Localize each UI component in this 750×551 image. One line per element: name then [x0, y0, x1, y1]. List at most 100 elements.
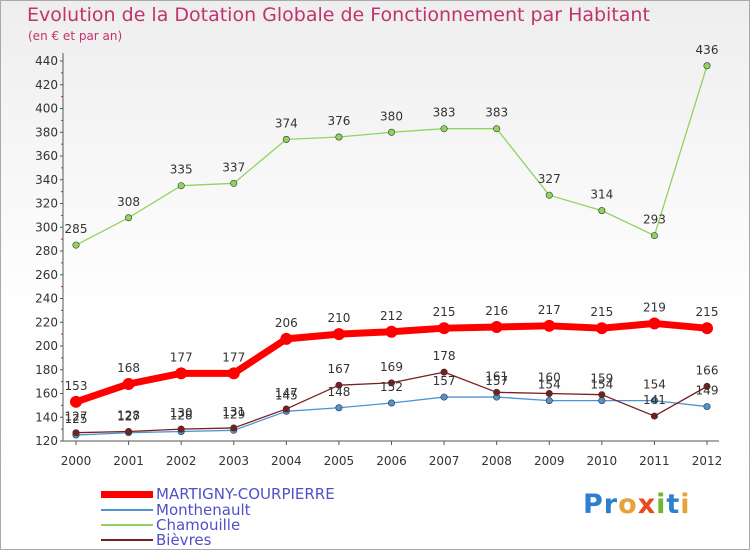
y-tick-label: 200 [35, 339, 58, 353]
x-tick-label: 2006 [376, 454, 407, 468]
chart-subtitle: (en € et par an) [28, 29, 123, 43]
data-label: 141 [643, 393, 666, 407]
data-point [545, 191, 553, 199]
data-label: 168 [117, 361, 140, 375]
y-tick-label: 420 [35, 78, 58, 92]
y-tick-label: 220 [35, 315, 58, 329]
data-point [387, 128, 395, 136]
y-tick-label: 440 [35, 54, 58, 68]
x-tick-label: 2007 [429, 454, 460, 468]
data-label: 376 [327, 114, 350, 128]
data-label: 147 [275, 386, 298, 400]
data-point [650, 232, 658, 240]
data-label: 153 [65, 379, 88, 393]
data-label: 327 [538, 172, 561, 186]
data-point [701, 322, 713, 335]
x-tick-label: 2012 [692, 454, 723, 468]
data-label: 157 [485, 374, 508, 388]
data-point [282, 135, 290, 143]
x-tick-label: 2010 [587, 454, 618, 468]
data-point [177, 182, 185, 190]
data-label: 167 [327, 362, 350, 376]
data-point [125, 427, 133, 435]
data-label: 127 [117, 410, 140, 424]
data-point [230, 424, 238, 432]
data-point [387, 379, 395, 387]
data-label: 129 [222, 407, 245, 421]
x-tick-label: 2009 [534, 454, 565, 468]
data-point [648, 317, 661, 330]
y-tick-label: 260 [35, 268, 58, 282]
data-label: 383 [433, 106, 456, 120]
data-label: 436 [696, 43, 719, 57]
data-label: 166 [696, 363, 719, 377]
legend-swatch [101, 524, 153, 526]
x-tick-label: 2003 [218, 454, 249, 468]
data-label: 293 [643, 213, 666, 227]
logo-letter: o [618, 489, 638, 520]
legend-label: MARTIGNY-COURPIERRE [156, 485, 335, 503]
data-label: 127 [65, 410, 88, 424]
data-label: 219 [643, 300, 666, 314]
data-label: 215 [590, 305, 613, 319]
data-point [335, 381, 343, 389]
data-point [177, 425, 185, 433]
data-point [280, 332, 293, 345]
y-tick-label: 160 [35, 387, 58, 401]
data-point [70, 395, 82, 408]
logo-letter: i [680, 489, 691, 520]
data-label: 148 [327, 385, 350, 399]
data-label: 314 [590, 188, 613, 202]
data-label: 178 [433, 349, 456, 363]
data-label: 149 [696, 384, 719, 398]
data-label: 217 [538, 303, 561, 317]
y-tick-label: 340 [35, 173, 58, 187]
data-point [650, 412, 658, 420]
data-label: 169 [380, 360, 403, 374]
data-point [230, 179, 238, 187]
data-label: 128 [170, 409, 193, 423]
data-point [490, 321, 503, 333]
data-label: 285 [65, 222, 88, 236]
data-label: 160 [538, 371, 561, 385]
data-label: 154 [538, 378, 561, 392]
data-label: 128 [117, 409, 140, 423]
y-tick-label: 140 [35, 410, 58, 424]
y-tick-label: 320 [35, 197, 58, 211]
data-point [440, 393, 448, 401]
data-point [387, 399, 395, 407]
legend-swatch [101, 539, 153, 541]
data-label: 215 [433, 305, 456, 319]
data-point [335, 133, 343, 141]
data-point [72, 429, 80, 437]
data-label: 308 [117, 195, 140, 209]
data-point [385, 325, 398, 338]
y-tick-label: 360 [35, 149, 58, 163]
y-tick-label: 400 [35, 102, 58, 116]
data-point [282, 405, 290, 413]
data-label: 177 [222, 350, 245, 364]
x-tick-label: 2000 [61, 454, 92, 468]
data-point [72, 241, 80, 249]
logo-letter: P [583, 489, 604, 520]
y-tick-label: 280 [35, 244, 58, 258]
x-tick-label: 2011 [639, 454, 670, 468]
data-label: 337 [222, 160, 245, 174]
data-label: 335 [170, 163, 193, 177]
legend-label: Monthenault [156, 501, 251, 519]
proxiti-logo: Proxiti [583, 489, 691, 520]
y-tick-label: 180 [35, 363, 58, 377]
logo-letter: x [637, 489, 657, 520]
data-point [332, 328, 345, 341]
data-label: 152 [380, 380, 403, 394]
x-tick-label: 2004 [271, 454, 302, 468]
data-point [650, 397, 658, 405]
data-point [227, 367, 240, 380]
y-tick-label: 380 [35, 125, 58, 139]
data-label: 161 [485, 369, 508, 383]
x-tick-label: 2002 [166, 454, 197, 468]
legend-label: Chamouille [156, 516, 241, 534]
data-point [440, 125, 448, 133]
